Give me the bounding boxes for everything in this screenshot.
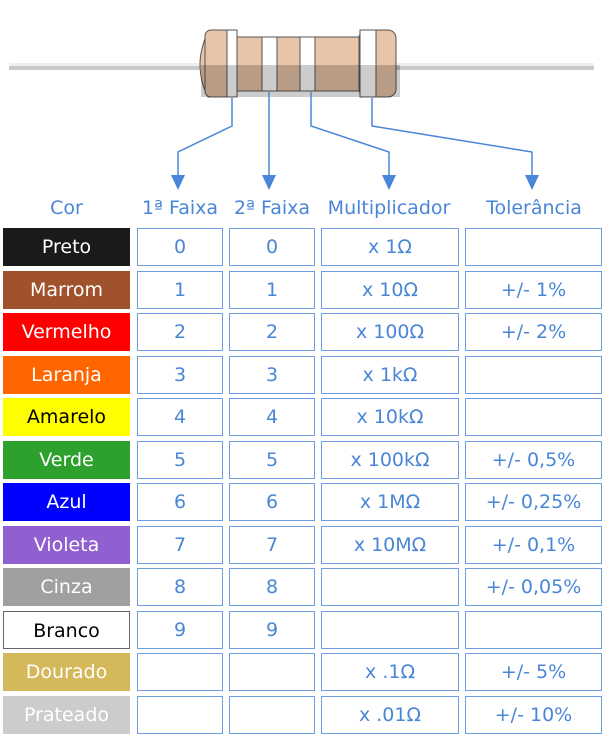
digit-2-cell: 7 [229, 525, 315, 564]
band-pointers [177, 92, 533, 178]
table-row: Amarelo 4 4 x 10kΩ [0, 398, 604, 436]
digit-1-cell: 7 [137, 525, 223, 564]
tolerance-cell: +/- 10% [465, 695, 602, 734]
digit-2-cell [229, 695, 315, 734]
header-multiplicador: Multiplicador [327, 197, 451, 219]
tolerance-cell [465, 398, 602, 436]
digit-1-cell: 1 [137, 270, 223, 309]
digit-1-cell [137, 653, 223, 691]
color-swatch: Branco [3, 610, 130, 649]
multiplier-cell: x 1kΩ [321, 355, 459, 394]
table-row: Preto 0 0 x 1Ω [0, 228, 604, 266]
color-swatch: Preto [3, 228, 130, 266]
table-row: Prateado x .01Ω +/- 10% [0, 695, 604, 734]
digit-2-cell: 8 [229, 568, 315, 606]
table-row: Laranja 3 3 x 1kΩ [0, 355, 604, 394]
multiplier-cell: x 100Ω [321, 313, 459, 351]
resistor-body [199, 29, 400, 98]
multiplier-cell: x 1MΩ [321, 483, 459, 521]
multiplier-cell: x .01Ω [321, 695, 459, 734]
tolerance-cell: +/- 0,25% [465, 483, 602, 521]
multiplier-cell: x 10kΩ [321, 398, 459, 436]
header-faixa-2: 2ª Faixa [233, 197, 311, 219]
digit-1-cell: 4 [137, 398, 223, 436]
band-2 [261, 36, 278, 92]
tolerance-cell [465, 228, 602, 266]
table-row: Azul 6 6 x 1MΩ +/- 0,25% [0, 483, 604, 521]
table-row: Marrom 1 1 x 10Ω +/- 1% [0, 270, 604, 309]
digit-1-cell: 3 [137, 355, 223, 394]
band-3 [299, 36, 316, 92]
color-swatch: Amarelo [3, 398, 130, 436]
tolerance-cell [465, 355, 602, 394]
digit-2-cell: 2 [229, 313, 315, 351]
digit-1-cell: 8 [137, 568, 223, 606]
digit-2-cell: 1 [229, 270, 315, 309]
color-swatch: Cinza [3, 568, 130, 606]
digit-1-cell: 5 [137, 440, 223, 479]
table-row: Cinza 8 8 +/- 0,05% [0, 568, 604, 606]
multiplier-cell [321, 568, 459, 606]
color-swatch: Azul [3, 483, 130, 521]
color-swatch: Dourado [3, 653, 130, 691]
digit-1-cell: 6 [137, 483, 223, 521]
multiplier-cell: x 10MΩ [321, 525, 459, 564]
color-swatch: Verde [3, 440, 130, 479]
color-swatch: Laranja [3, 355, 130, 394]
digit-2-cell: 0 [229, 228, 315, 266]
color-swatch: Vermelho [3, 313, 130, 351]
header-faixa-1: 1ª Faixa [141, 197, 219, 219]
tolerance-cell [465, 610, 602, 649]
multiplier-cell: x 10Ω [321, 270, 459, 309]
table-row: Branco 9 9 [0, 610, 604, 649]
digit-2-cell: 5 [229, 440, 315, 479]
tolerance-cell: +/- 1% [465, 270, 602, 309]
tolerance-cell: +/- 0,5% [465, 440, 602, 479]
color-swatch: Prateado [3, 695, 130, 734]
table-row: Vermelho 2 2 x 100Ω +/- 2% [0, 313, 604, 351]
digit-2-cell: 3 [229, 355, 315, 394]
digit-1-cell: 9 [137, 610, 223, 649]
tolerance-cell: +/- 5% [465, 653, 602, 691]
color-swatch: Violeta [3, 525, 130, 564]
band-4 [359, 29, 377, 98]
header-tolerancia: Tolerância [486, 197, 582, 219]
band-1 [226, 29, 238, 98]
resistor-diagram [9, 29, 594, 190]
table-row: Verde 5 5 x 100kΩ +/- 0,5% [0, 440, 604, 479]
digit-2-cell: 6 [229, 483, 315, 521]
table-row: Dourado x .1Ω +/- 5% [0, 653, 604, 691]
multiplier-cell: x 100kΩ [321, 440, 459, 479]
table-row: Violeta 7 7 x 10MΩ +/- 0,1% [0, 525, 604, 564]
tolerance-cell: +/- 0,1% [465, 525, 602, 564]
multiplier-cell: x 1Ω [321, 228, 459, 266]
multiplier-cell: x .1Ω [321, 653, 459, 691]
digit-2-cell [229, 653, 315, 691]
header-cor: Cor [50, 197, 83, 219]
tolerance-cell: +/- 2% [465, 313, 602, 351]
color-swatch: Marrom [3, 270, 130, 309]
digit-1-cell [137, 695, 223, 734]
digit-1-cell: 2 [137, 313, 223, 351]
digit-2-cell: 9 [229, 610, 315, 649]
digit-1-cell: 0 [137, 228, 223, 266]
digit-2-cell: 4 [229, 398, 315, 436]
tolerance-cell: +/- 0,05% [465, 568, 602, 606]
multiplier-cell [321, 610, 459, 649]
